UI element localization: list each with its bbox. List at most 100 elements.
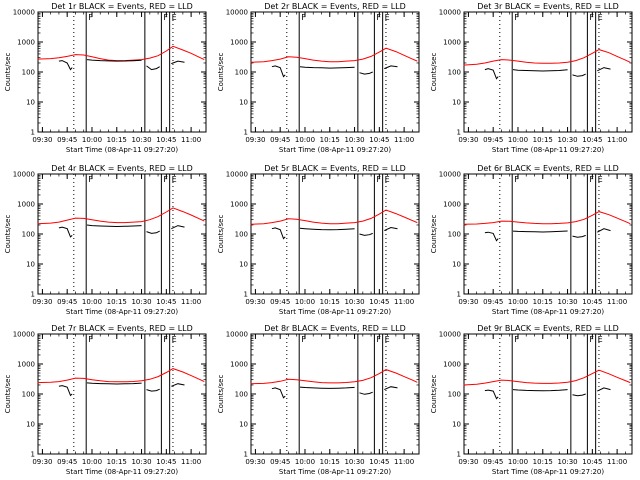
marker-flag: F: [376, 175, 381, 184]
y-axis-label: Counts/sec: [217, 215, 225, 254]
x-axis-label: Start Time (08-Apr-11 09:27:20): [492, 468, 604, 476]
plot-frame: [463, 333, 633, 455]
lld-series-line: [463, 49, 631, 66]
y-tick-label: 100: [448, 69, 461, 77]
y-tick-label: 1: [244, 129, 248, 137]
x-tick-label: 10:45: [369, 298, 389, 306]
x-tick-label: 10:45: [369, 458, 389, 466]
events-series-line: [597, 228, 611, 233]
y-tick-label: 100: [22, 391, 35, 399]
events-series-line: [171, 225, 185, 230]
marker-flag: E: [598, 335, 603, 344]
marker-flag: F: [301, 175, 306, 184]
y-tick-label: 1000: [443, 39, 461, 47]
x-tick-label: 10:00: [508, 458, 528, 466]
y-tick-label: 1: [31, 451, 35, 459]
events-series-line: [512, 230, 568, 233]
y-tick-label: 100: [22, 69, 35, 77]
events-series-line: [58, 60, 73, 71]
x-tick-label: 09:45: [57, 298, 77, 306]
events-series-line: [86, 382, 142, 385]
chart-panel: Det 4r BLACK = Events, RED = LLD Counts/s…: [4, 164, 207, 316]
chart-panel: Det 2r BLACK = Events, RED = LLD Counts/s…: [217, 2, 420, 154]
y-tick-label: 10: [26, 421, 35, 429]
x-tick-label: 10:00: [82, 136, 102, 144]
marker-flag: F: [301, 13, 306, 22]
events-series-line: [271, 227, 286, 240]
y-tick-label: 1: [457, 451, 461, 459]
marker-flag: F: [88, 335, 93, 344]
y-tick-label: 100: [235, 69, 248, 77]
x-tick-label: 10:15: [107, 458, 127, 466]
y-axis-label: Counts/sec: [4, 215, 12, 254]
marker-flag: F: [376, 13, 381, 22]
events-series-line: [58, 385, 73, 397]
x-tick-label: 09:45: [270, 136, 290, 144]
events-series-line: [359, 71, 373, 75]
y-tick-label: 1: [457, 129, 461, 137]
x-tick-label: 10:30: [557, 458, 577, 466]
events-series-line: [572, 73, 586, 77]
marker-flag: F: [301, 335, 306, 344]
x-axis-label: Start Time (08-Apr-11 09:27:20): [66, 146, 178, 154]
x-tick-label: 10:45: [582, 136, 602, 144]
marker-flag: F: [163, 13, 168, 22]
marker-flag: F: [163, 175, 168, 184]
marker-flag: E: [385, 175, 390, 184]
marker-flag: F: [514, 335, 519, 344]
x-axis-label: Start Time (08-Apr-11 09:27:20): [66, 468, 178, 476]
lld-series-line: [250, 369, 418, 385]
x-tick-label: 11:00: [181, 458, 201, 466]
y-tick-label: 10: [452, 99, 461, 107]
x-tick-label: 10:00: [508, 298, 528, 306]
x-tick-label: 09:45: [57, 136, 77, 144]
plot-frame: [250, 173, 420, 295]
y-tick-label: 1000: [443, 201, 461, 209]
events-series-line: [86, 224, 142, 228]
x-tick-label: 10:00: [295, 458, 315, 466]
events-series-line: [271, 387, 286, 399]
x-tick-label: 11:00: [607, 458, 627, 466]
marker-flag: F: [514, 175, 519, 184]
y-tick-label: 10000: [13, 9, 35, 17]
plot-frame: [250, 11, 420, 133]
y-tick-label: 100: [22, 231, 35, 239]
y-tick-label: 10: [452, 261, 461, 269]
y-axis-label: Counts/sec: [217, 53, 225, 92]
events-series-line: [384, 65, 398, 70]
x-tick-label: 10:45: [156, 136, 176, 144]
x-tick-label: 11:00: [607, 136, 627, 144]
events-series-line: [597, 67, 611, 72]
y-tick-label: 10: [26, 261, 35, 269]
x-tick-label: 10:15: [320, 298, 340, 306]
events-series-line: [171, 383, 185, 387]
y-axis-label: Counts/sec: [217, 375, 225, 414]
y-tick-label: 10: [239, 421, 248, 429]
events-series-line: [512, 389, 568, 392]
lld-series-line: [250, 47, 418, 63]
x-tick-label: 11:00: [394, 458, 414, 466]
x-axis-label: Start Time (08-Apr-11 09:27:20): [279, 146, 391, 154]
x-tick-label: 10:00: [82, 458, 102, 466]
plot-frame: [250, 333, 420, 455]
x-tick-label: 11:00: [394, 298, 414, 306]
chart-title: Det 2r BLACK = Events, RED = LLD: [264, 2, 406, 11]
events-series-line: [271, 65, 286, 78]
x-tick-label: 10:30: [344, 458, 364, 466]
x-tick-label: 10:30: [344, 136, 364, 144]
y-axis-label: Counts/sec: [430, 375, 438, 414]
x-tick-label: 09:30: [32, 458, 52, 466]
events-series-line: [484, 231, 499, 242]
chart-title: Det 8r BLACK = Events, RED = LLD: [264, 324, 406, 333]
y-tick-label: 1000: [230, 201, 248, 209]
x-tick-label: 09:30: [32, 136, 52, 144]
events-series-line: [359, 391, 373, 395]
x-tick-label: 10:15: [320, 458, 340, 466]
plot-frame: [463, 173, 633, 295]
marker-flag: F: [88, 13, 93, 22]
y-tick-label: 1000: [17, 201, 35, 209]
y-tick-label: 1000: [230, 361, 248, 369]
x-tick-label: 10:15: [533, 458, 553, 466]
lld-series-line: [37, 207, 205, 225]
